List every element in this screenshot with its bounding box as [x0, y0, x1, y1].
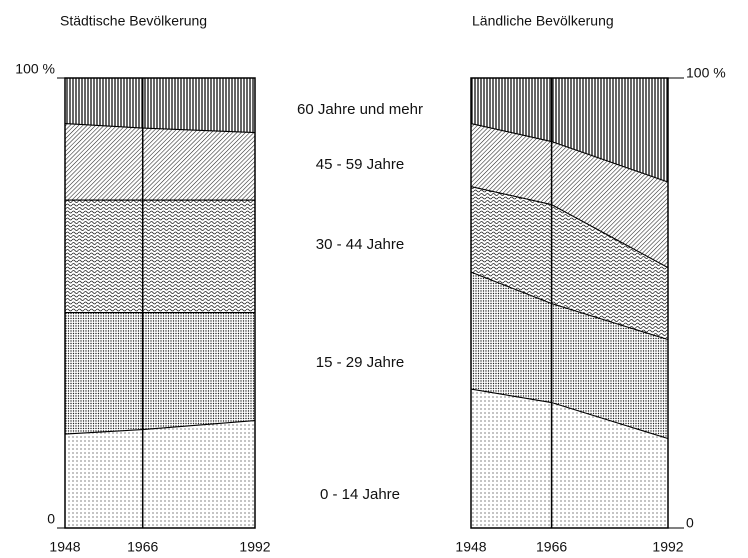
- area-segment: [471, 78, 668, 182]
- area-segment: [471, 123, 668, 267]
- chart-title: Städtische Bevölkerung: [60, 13, 207, 29]
- area-segment: [65, 199, 255, 312]
- x-tick-label: 1966: [127, 539, 158, 555]
- y-tick-label: 0: [47, 511, 55, 527]
- x-tick-label: 1992: [652, 539, 683, 555]
- plot-frame: [470, 77, 669, 529]
- legend-label: 0 - 14 Jahre: [320, 486, 400, 503]
- x-tick-label: 1948: [49, 539, 80, 555]
- area-segment: [65, 123, 255, 200]
- plot-frame: [64, 77, 256, 529]
- area-segment: [471, 186, 668, 339]
- legend-label: 30 - 44 Jahre: [316, 236, 404, 253]
- area-segment: [65, 78, 255, 132]
- area-segment: [471, 271, 668, 438]
- legend-label: 45 - 59 Jahre: [316, 156, 404, 173]
- legend-label: 15 - 29 Jahre: [316, 354, 404, 371]
- legend-label: 60 Jahre und mehr: [297, 101, 423, 118]
- x-tick-label: 1948: [455, 539, 486, 555]
- x-tick-label: 1992: [239, 539, 270, 555]
- area-segment: [65, 312, 255, 434]
- y-tick-label: 0: [686, 515, 694, 531]
- area-segment: [65, 420, 255, 528]
- y-tick-label: 100 %: [686, 65, 726, 81]
- y-tick-label: 100 %: [15, 61, 55, 77]
- chart-title: Ländliche Bevölkerung: [472, 13, 614, 29]
- x-tick-label: 1966: [536, 539, 567, 555]
